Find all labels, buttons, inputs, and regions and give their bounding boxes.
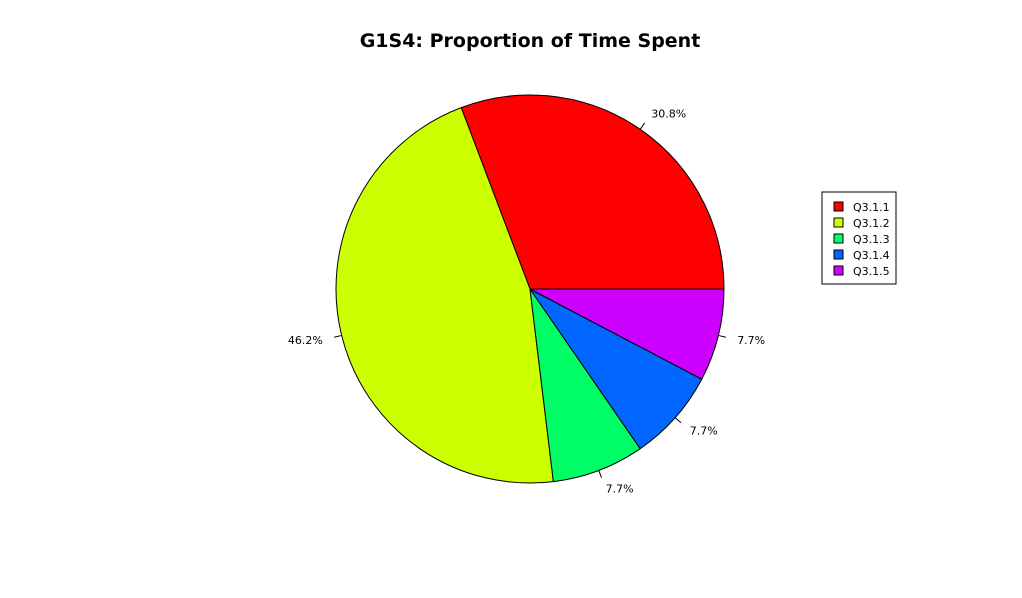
pie-slice-Q3-1-1 [460,94,725,290]
slice-label: 7.7% [606,483,634,496]
slice-label: 30.8% [651,107,686,120]
legend: Q3.1.1 Q3.1.2 Q3.1.3 Q3.1.4 Q3.1.5 [821,191,897,285]
legend-swatch [833,233,844,244]
legend-swatch [833,249,844,260]
slice-label: 7.7% [737,334,765,347]
legend-label: Q3.1.4 [853,249,890,262]
slice-labels: 30.8% 46.2% 7.7% 7.7% 7.7% [288,107,765,495]
pie-slices [335,94,725,484]
slice-label-tick [598,470,603,478]
slice-label-tick [639,122,646,130]
chart-title: G1S4: Proportion of Time Spent [360,30,701,52]
legend-swatch [833,217,844,228]
pie-slice-Q3-1-4 [529,288,703,450]
legend-label: Q3.1.1 [853,201,890,214]
pie-slice-Q3-1-3 [529,288,641,483]
legend-label: Q3.1.2 [853,217,890,230]
legend-label: Q3.1.3 [853,233,890,246]
pie-slice-Q3-1-5 [529,288,725,380]
slice-label-tick [718,334,727,338]
slice-label-tick [674,417,682,424]
legend-label: Q3.1.5 [853,265,890,278]
pie-slice-Q3-1-2 [335,106,554,484]
legend-swatch [833,265,844,276]
slice-label-tick [333,334,342,338]
slice-label: 7.7% [690,425,718,438]
slice-label: 46.2% [288,334,323,347]
legend-swatch [833,201,844,212]
